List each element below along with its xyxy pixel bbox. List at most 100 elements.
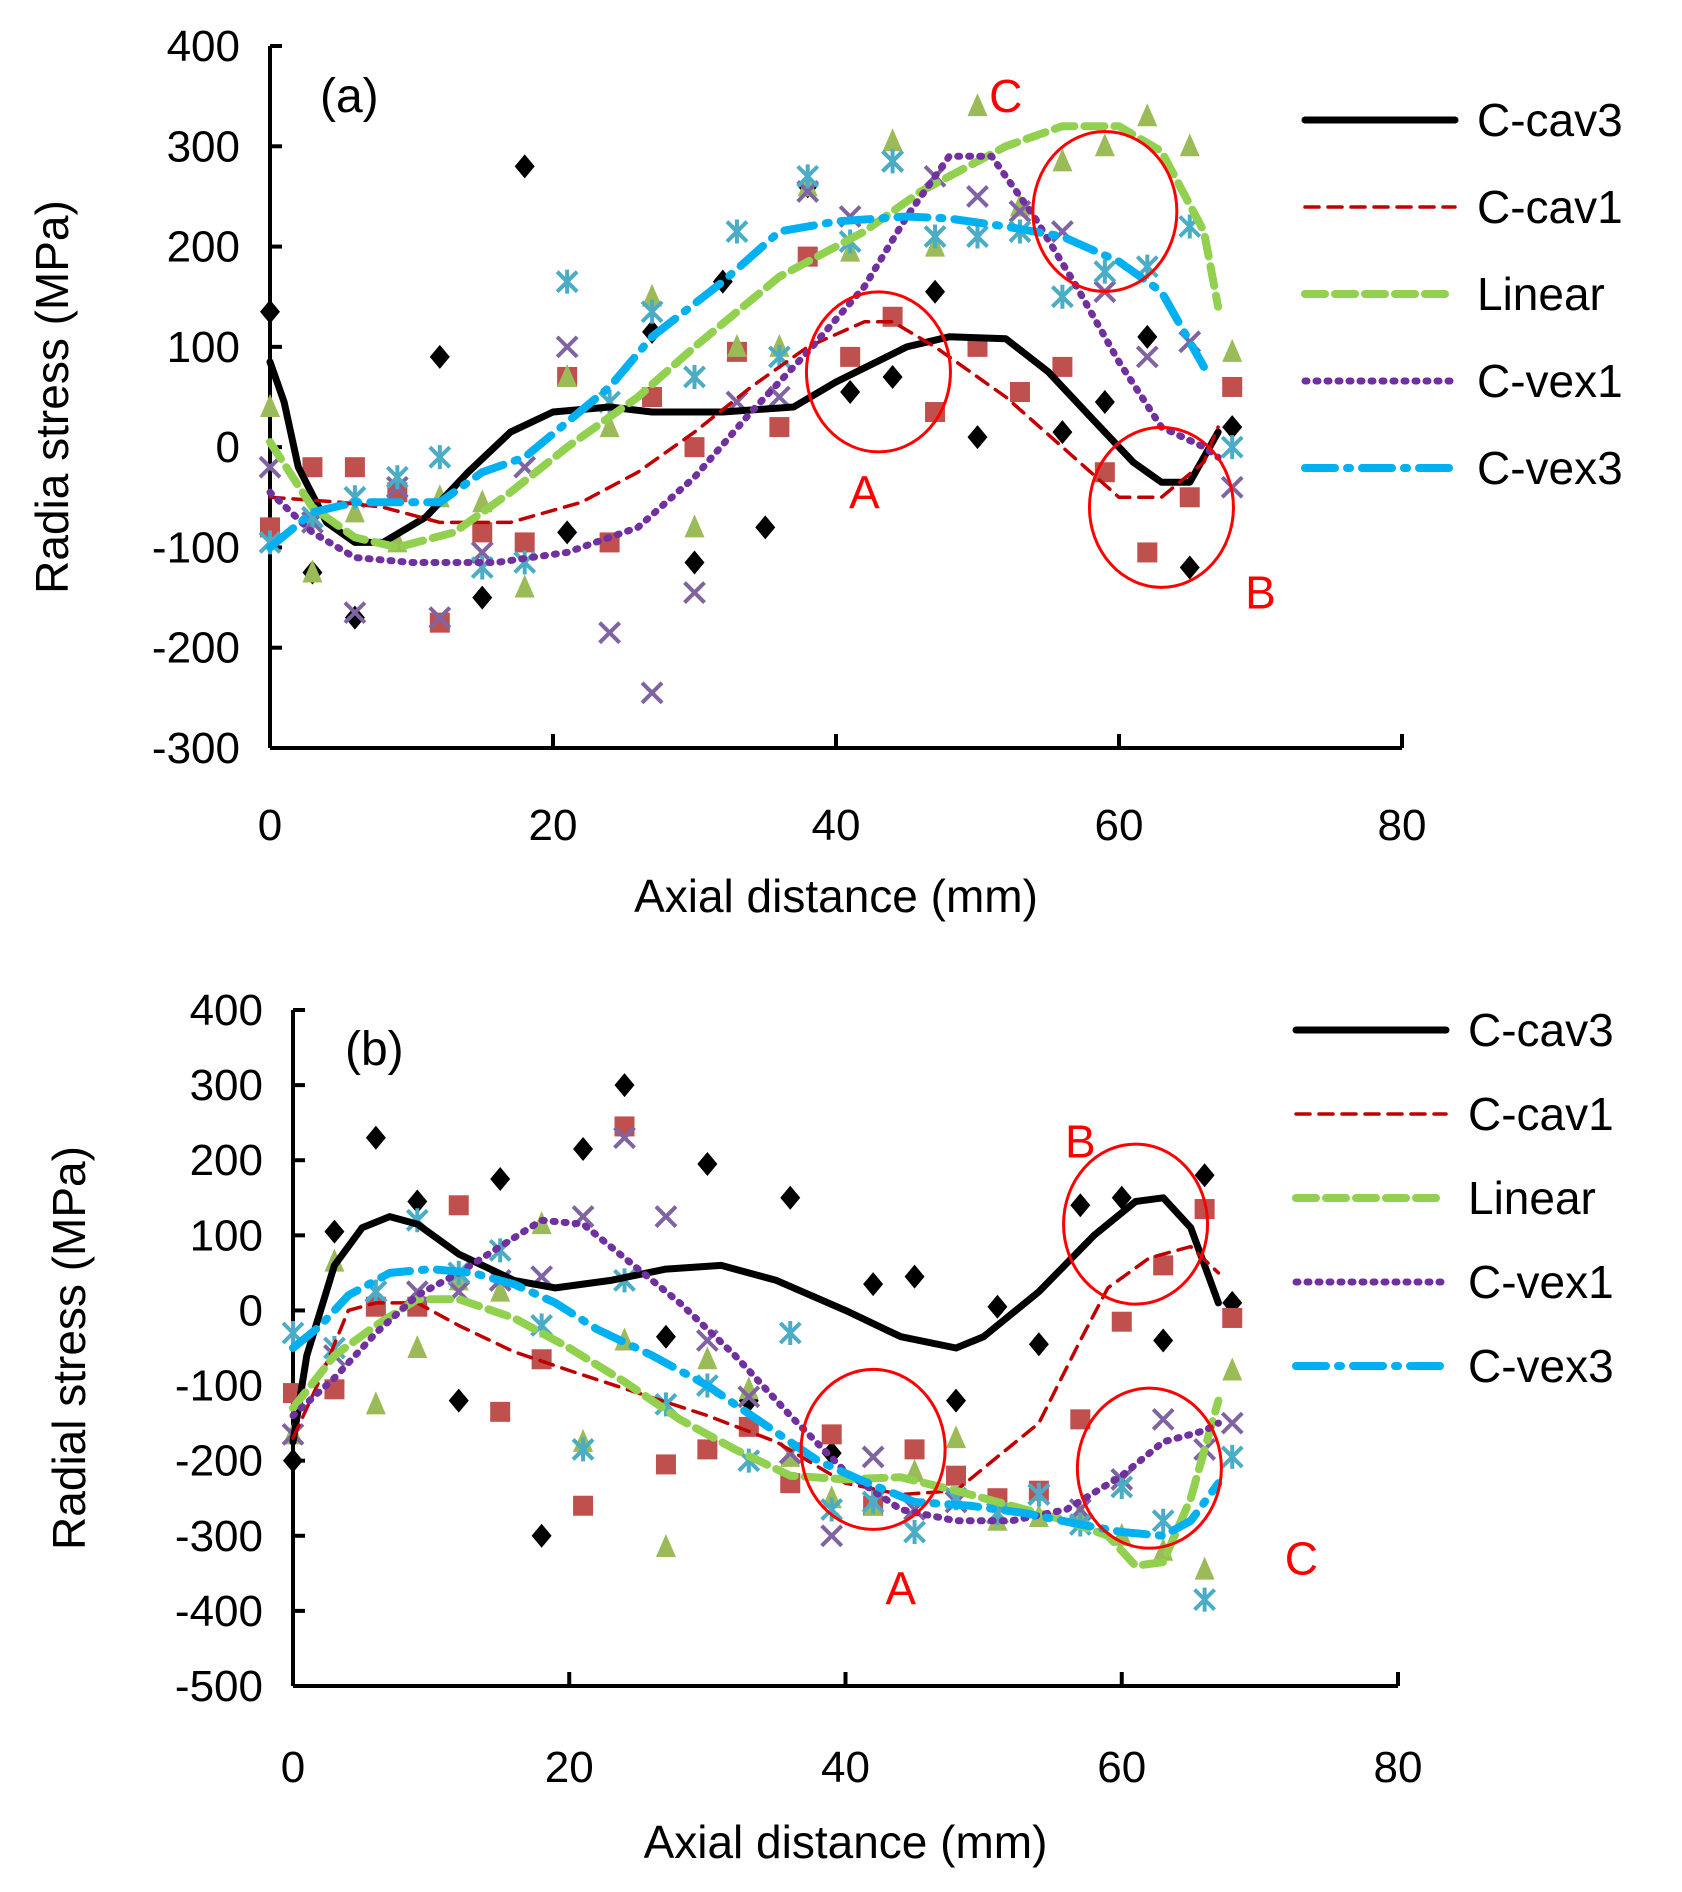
data-point xyxy=(1193,1587,1217,1612)
panel-label: (b) xyxy=(345,1023,404,1076)
annotation-label: A xyxy=(849,466,880,518)
annotation-circle xyxy=(804,290,952,454)
data-point xyxy=(1070,1409,1091,1430)
panel-label: (a) xyxy=(320,70,379,123)
data-point xyxy=(966,185,989,208)
annotation-label: C xyxy=(1285,1532,1318,1584)
data-point xyxy=(557,520,578,545)
data-point xyxy=(531,1349,552,1370)
y-tick-label: 400 xyxy=(167,22,240,71)
data-point xyxy=(946,1465,966,1486)
data-point xyxy=(796,164,820,189)
data-point xyxy=(655,1534,676,1558)
y-tick-label: 300 xyxy=(167,122,240,171)
data-point xyxy=(725,219,749,244)
data-point xyxy=(407,1189,428,1214)
data-point xyxy=(613,1126,636,1150)
data-point xyxy=(861,1445,885,1469)
series-linear xyxy=(260,93,1243,598)
y-tick-label: 200 xyxy=(190,1136,263,1185)
x-tick-label: 60 xyxy=(1095,801,1144,850)
series-line xyxy=(291,1244,1221,1497)
legend-label: C-vex3 xyxy=(1477,442,1623,494)
data-point xyxy=(324,1219,345,1244)
data-point xyxy=(840,379,861,404)
data-point xyxy=(260,394,280,418)
data-point xyxy=(904,1439,925,1460)
y-tick-label: -100 xyxy=(152,523,240,572)
series-line xyxy=(289,1295,1223,1570)
series-c-vex1 xyxy=(281,1126,1244,1548)
data-point xyxy=(778,1320,802,1345)
annotation-circle xyxy=(1031,129,1179,293)
data-point xyxy=(448,1195,469,1216)
data-point xyxy=(697,1346,718,1370)
legend-label: C-cav1 xyxy=(1468,1088,1614,1140)
y-tick-label: 200 xyxy=(167,223,240,272)
data-point xyxy=(726,333,747,357)
data-point xyxy=(472,522,493,543)
x-tick-label: 0 xyxy=(281,1743,305,1792)
data-point xyxy=(1070,1193,1091,1218)
data-point xyxy=(1137,103,1158,127)
annotation-circle xyxy=(1087,425,1235,589)
data-point xyxy=(1194,1163,1215,1188)
series-line xyxy=(266,212,1208,552)
x-axis-title: Axial distance (mm) xyxy=(644,1816,1048,1868)
legend-label: C-vex1 xyxy=(1468,1256,1614,1308)
series-c-cav3 xyxy=(260,154,1243,630)
data-point xyxy=(840,346,861,367)
data-point xyxy=(684,514,705,538)
data-point xyxy=(1050,284,1074,309)
legend-label: C-cav3 xyxy=(1477,94,1623,146)
data-point xyxy=(881,149,905,174)
series-line xyxy=(289,1216,1222,1525)
data-point xyxy=(683,364,706,389)
data-point xyxy=(1137,542,1158,563)
data-point xyxy=(1151,1407,1175,1431)
data-point xyxy=(448,1388,469,1413)
data-point xyxy=(1028,1332,1049,1357)
data-point xyxy=(882,306,903,327)
series-line xyxy=(289,1194,1222,1446)
series-c-vex1 xyxy=(258,149,1244,705)
data-point xyxy=(365,1391,386,1415)
data-point xyxy=(1179,133,1200,157)
data-point xyxy=(599,414,620,438)
data-point xyxy=(1009,193,1030,217)
legend-label: C-vex3 xyxy=(1468,1340,1614,1392)
y-tick-label: 100 xyxy=(190,1211,263,1260)
data-point xyxy=(863,1272,884,1297)
data-point xyxy=(925,279,946,304)
data-point xyxy=(283,1448,303,1473)
y-tick-label: 0 xyxy=(239,1286,263,1335)
data-point xyxy=(1222,1357,1243,1381)
data-point xyxy=(967,93,988,117)
y-axis-title: Radia stress (MPa) xyxy=(26,200,78,594)
legend-label: Linear xyxy=(1477,268,1605,320)
data-point xyxy=(882,128,903,152)
data-point xyxy=(614,1073,635,1098)
data-point xyxy=(260,299,280,324)
data-point xyxy=(260,517,280,538)
data-point xyxy=(407,1335,428,1358)
data-point xyxy=(655,1324,676,1349)
data-point xyxy=(1027,1482,1051,1507)
data-point xyxy=(302,559,323,583)
annotation-label: C xyxy=(989,70,1022,122)
data-point xyxy=(946,1425,966,1449)
data-point xyxy=(1194,1199,1215,1220)
y-tick-label: 300 xyxy=(190,1061,263,1110)
data-point xyxy=(1220,1444,1244,1469)
data-point xyxy=(1052,148,1073,172)
data-point xyxy=(1009,381,1030,402)
data-point xyxy=(555,335,579,359)
data-point xyxy=(1008,200,1032,223)
data-point xyxy=(1137,324,1158,349)
data-point xyxy=(531,1523,552,1548)
data-point xyxy=(343,601,367,625)
data-point xyxy=(925,402,946,423)
y-tick-label: 100 xyxy=(167,323,240,372)
legend-label: Linear xyxy=(1468,1172,1596,1224)
